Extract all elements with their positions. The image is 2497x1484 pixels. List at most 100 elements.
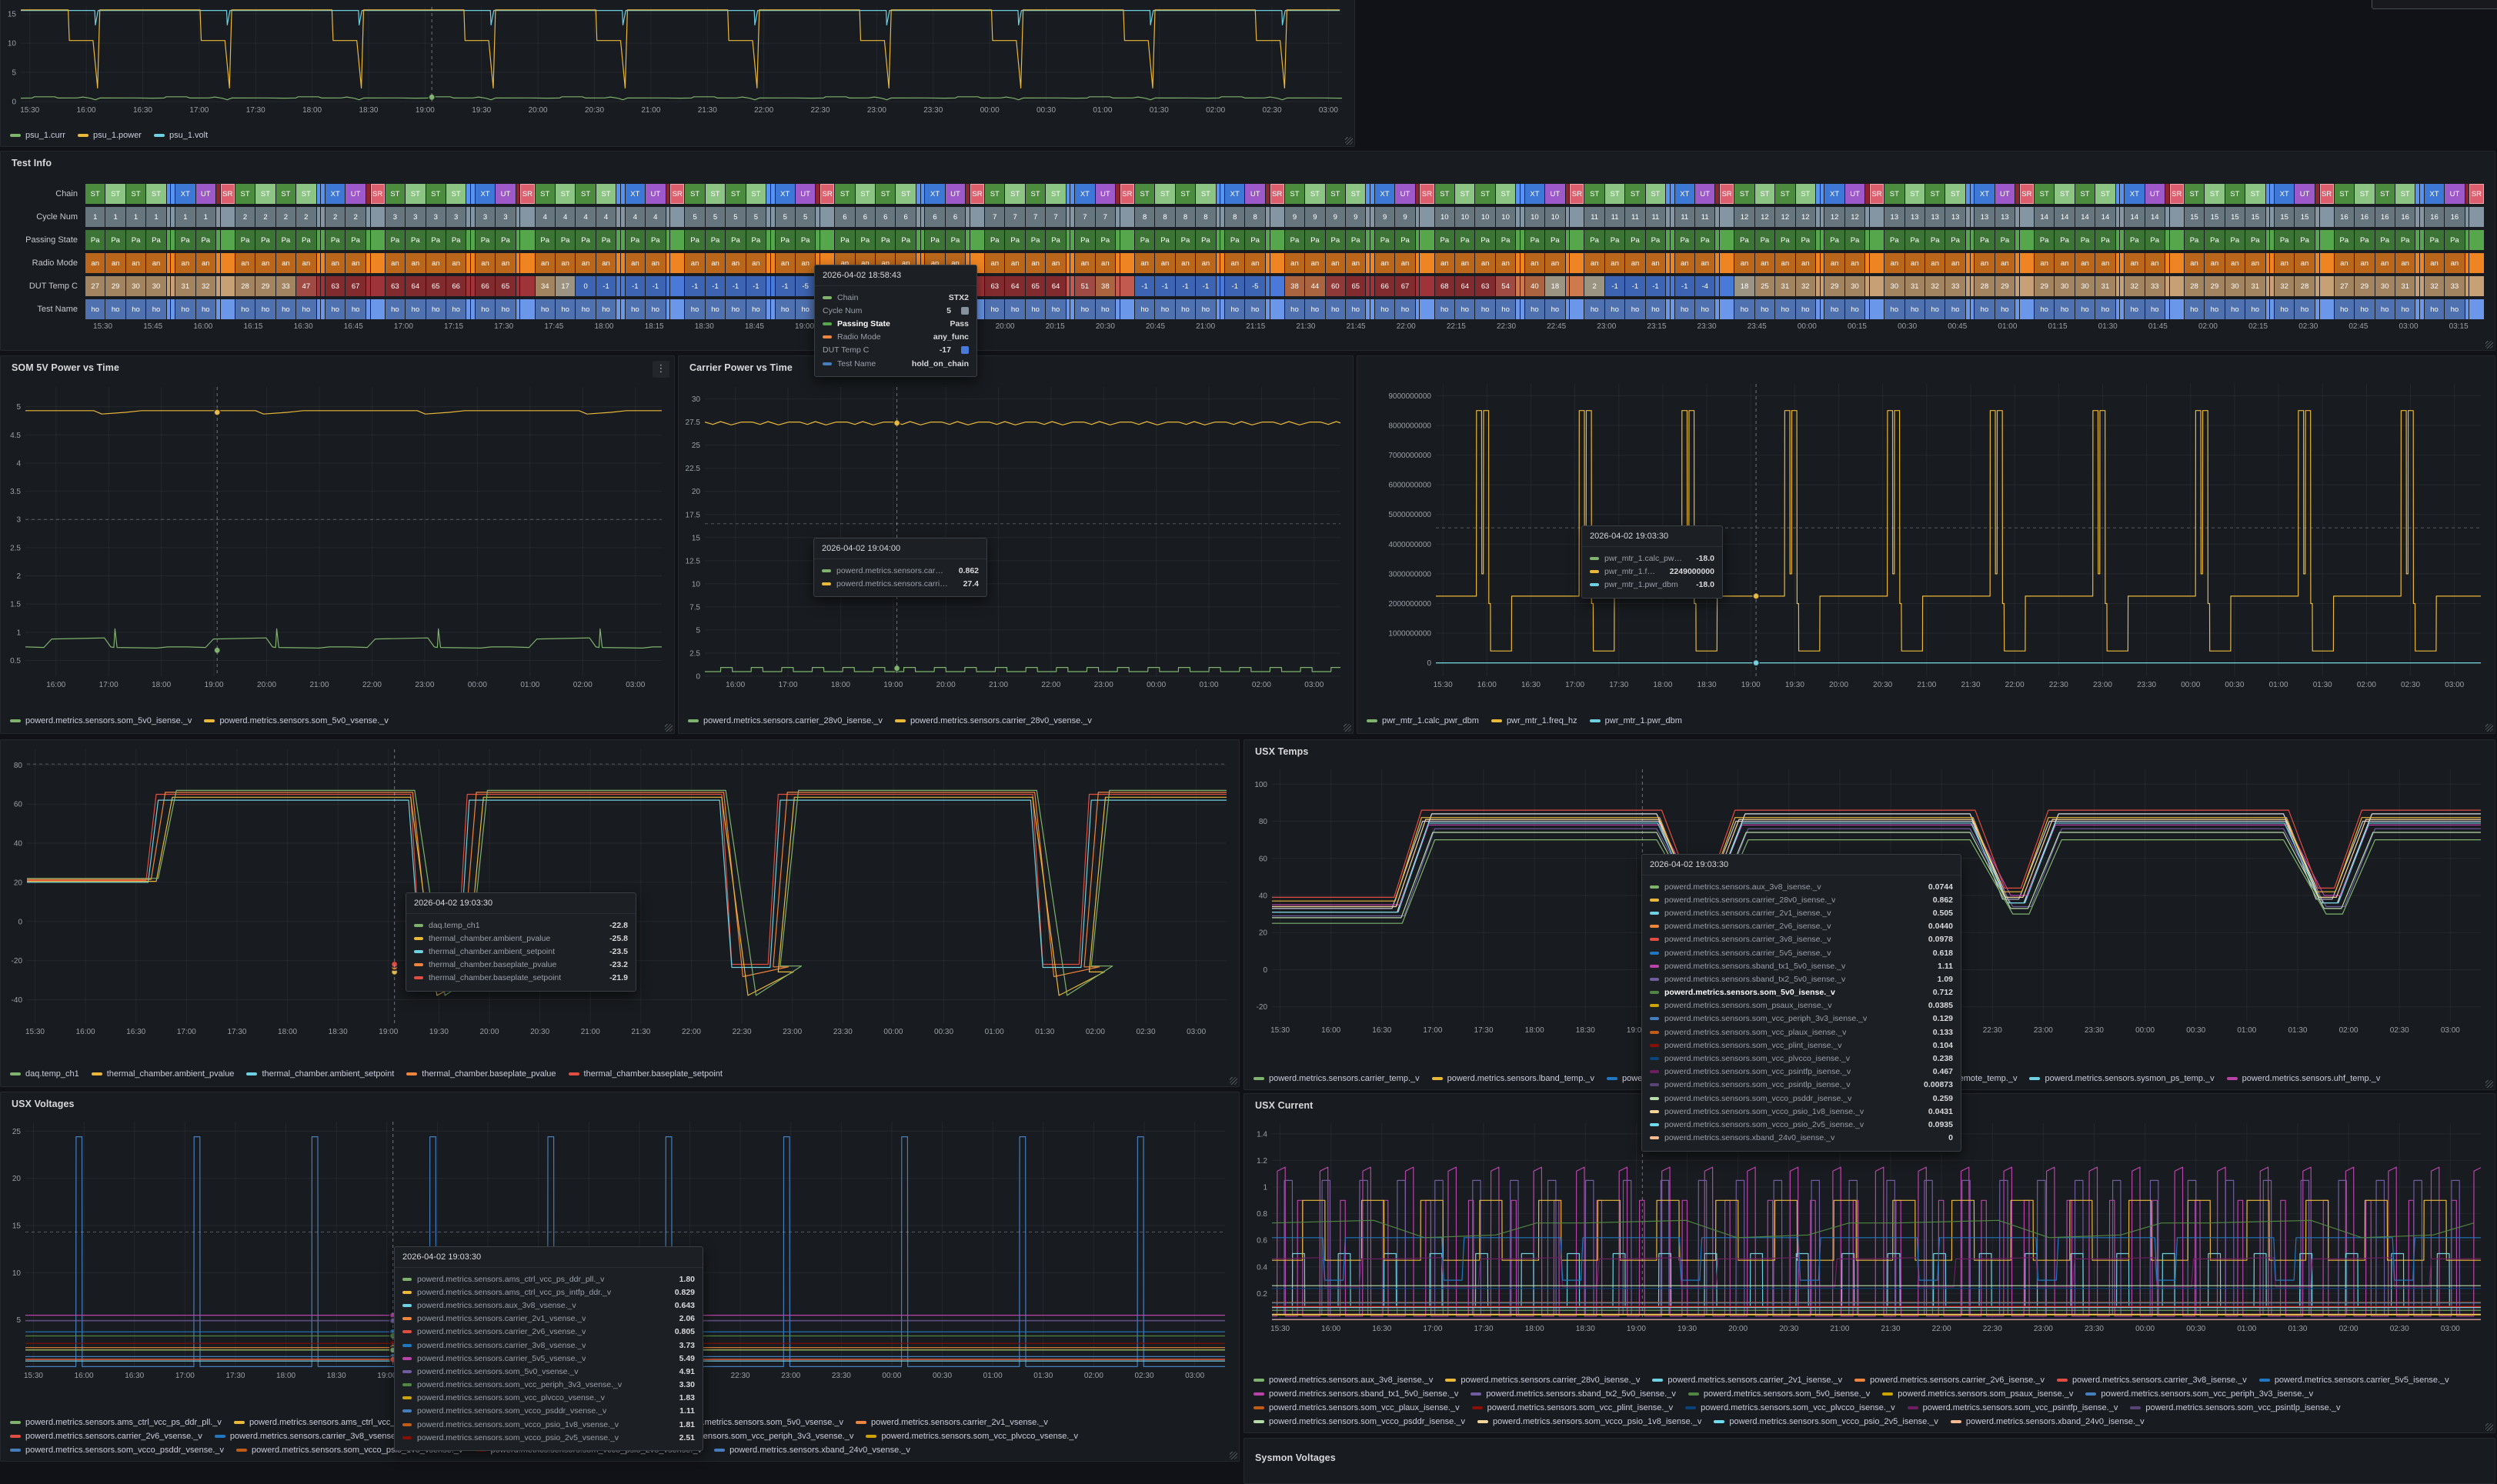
timeline-segment[interactable]: [1565, 253, 1570, 273]
timeline-segment[interactable]: [916, 230, 920, 250]
timeline-segment[interactable]: 7: [1025, 207, 1046, 227]
timeline-segment[interactable]: [1666, 207, 1670, 227]
timeline-segment[interactable]: XT: [1674, 184, 1694, 204]
timeline-segment[interactable]: [171, 276, 175, 296]
timeline-segment[interactable]: ho: [2055, 299, 2075, 319]
timeline-segment[interactable]: [1666, 253, 1670, 273]
timeline-segment[interactable]: Pa: [2445, 230, 2465, 250]
timeline-segment[interactable]: ho: [726, 299, 746, 319]
timeline-segment[interactable]: 5: [795, 207, 816, 227]
timeline-segment[interactable]: [1965, 207, 1970, 227]
timeline-segment[interactable]: [2015, 184, 2019, 204]
timeline-segment[interactable]: an: [346, 253, 366, 273]
legend-item[interactable]: powerd.metrics.sensors.som_vcco_psddr_vs…: [10, 1446, 224, 1455]
timeline-segment[interactable]: UT: [1995, 184, 2015, 204]
timeline-segment[interactable]: Pa: [1884, 230, 1904, 250]
timeline-segment[interactable]: ho: [1775, 299, 1795, 319]
timeline-segment[interactable]: ST: [746, 184, 766, 204]
timeline-segment[interactable]: ho: [2245, 299, 2265, 319]
timeline-segment[interactable]: ST: [1005, 184, 1025, 204]
timeline-segment[interactable]: 44: [1305, 276, 1325, 296]
timeline-segment[interactable]: [2015, 230, 2019, 250]
timeline-segment[interactable]: [215, 299, 220, 319]
timeline-segment[interactable]: [1516, 253, 1520, 273]
timeline-segment[interactable]: an: [175, 253, 195, 273]
timeline-segment[interactable]: 64: [1005, 276, 1025, 296]
timeline-segment[interactable]: [2169, 276, 2184, 296]
timeline-segment[interactable]: an: [146, 253, 166, 273]
timeline-segment[interactable]: [2420, 276, 2424, 296]
timeline-segment[interactable]: Pa: [1434, 230, 1455, 250]
timeline-segment[interactable]: [321, 230, 325, 250]
timeline-segment[interactable]: an: [2125, 253, 2145, 273]
timeline-segment[interactable]: [366, 253, 370, 273]
timeline-segment[interactable]: 11: [1674, 207, 1694, 227]
timeline-segment[interactable]: an: [1694, 253, 1715, 273]
panel-resize-handle[interactable]: [1345, 137, 1353, 145]
timeline-segment[interactable]: [2115, 230, 2120, 250]
timeline-segment[interactable]: [766, 207, 770, 227]
timeline-segment[interactable]: Pa: [255, 230, 275, 250]
timeline-segment[interactable]: 67: [1395, 276, 1415, 296]
timeline-segment[interactable]: 63: [325, 276, 346, 296]
timeline-segment[interactable]: [1070, 299, 1075, 319]
timeline-segment[interactable]: 9: [1284, 207, 1305, 227]
timeline-segment[interactable]: XT: [2125, 184, 2145, 204]
timeline-segment[interactable]: an: [1025, 253, 1046, 273]
timeline-segment[interactable]: SR: [520, 184, 535, 204]
timeline-segment[interactable]: [2420, 184, 2424, 204]
timeline-segment[interactable]: ST: [105, 184, 125, 204]
legend-item[interactable]: powerd.metrics.sensors.lband_temp._v: [1431, 1074, 1594, 1083]
psu-chart[interactable]: 15:30 16:00 16:30 17:00 17:30 18:00 18:30 19:00…: [4, 2, 1348, 118]
timeline-segment[interactable]: SR: [1270, 184, 1284, 204]
timeline-segment[interactable]: ho: [596, 299, 616, 319]
timeline-segment[interactable]: [220, 276, 235, 296]
timeline-segment[interactable]: Pa: [795, 230, 816, 250]
timeline-segment[interactable]: 12: [1844, 207, 1865, 227]
timeline-segment[interactable]: 8: [1175, 207, 1196, 227]
timeline-segment[interactable]: Pa: [446, 230, 466, 250]
timeline-segment[interactable]: an: [2355, 253, 2375, 273]
timeline-segment[interactable]: Pa: [1625, 230, 1645, 250]
timeline-segment[interactable]: [2019, 207, 2034, 227]
timeline-segment[interactable]: [1066, 276, 1070, 296]
timeline-segment[interactable]: [2270, 207, 2274, 227]
timeline-segment[interactable]: ho: [1155, 299, 1175, 319]
timeline-segment[interactable]: [1521, 276, 1524, 296]
timeline-segment[interactable]: [2465, 299, 2469, 319]
timeline-segment[interactable]: ST: [275, 184, 296, 204]
legend-item[interactable]: powerd.metrics.sensors.som_psaux_isense.…: [1882, 1389, 2073, 1399]
timeline-segment[interactable]: an: [1196, 253, 1216, 273]
timeline-segment[interactable]: ho: [685, 299, 705, 319]
timeline-segment[interactable]: 65: [1025, 276, 1046, 296]
timeline-segment[interactable]: [1265, 230, 1270, 250]
legend-item[interactable]: powerd.metrics.sensors.carrier_5v5_isens…: [2258, 1376, 2449, 1385]
timeline-segment[interactable]: [2469, 299, 2484, 319]
timeline-segment[interactable]: [316, 299, 321, 319]
timeline-segment[interactable]: [820, 230, 835, 250]
timeline-segment[interactable]: Pa: [85, 230, 105, 250]
timeline-segment[interactable]: an: [475, 253, 496, 273]
timeline-segment[interactable]: Pa: [1046, 230, 1066, 250]
usx-current-chart[interactable]: 15:30 16:00 16:30 17:00 17:30 18:00 18:30 19:00…: [1247, 1119, 2487, 1337]
timeline-segment[interactable]: 10: [1475, 207, 1495, 227]
timeline-segment[interactable]: ST: [1604, 184, 1625, 204]
panel-resize-handle[interactable]: [2485, 1423, 2493, 1431]
timeline-segment[interactable]: [471, 230, 475, 250]
timeline-segment[interactable]: 13: [1995, 207, 2015, 227]
timeline-segment[interactable]: Pa: [1545, 230, 1565, 250]
timeline-segment[interactable]: [766, 184, 770, 204]
timeline-segment[interactable]: Pa: [346, 230, 366, 250]
timeline-segment[interactable]: XT: [2274, 184, 2295, 204]
legend-item[interactable]: powerd.metrics.sensors.sband_tx2_5v0_ise…: [1470, 1389, 1676, 1399]
timeline-segment[interactable]: ho: [1305, 299, 1325, 319]
timeline-segment[interactable]: 63: [985, 276, 1005, 296]
timeline-segment[interactable]: an: [325, 253, 346, 273]
timeline-segment[interactable]: [2420, 299, 2424, 319]
timeline-segment[interactable]: [2265, 184, 2270, 204]
timeline-segment[interactable]: 31: [1904, 276, 1924, 296]
timeline-segment[interactable]: XT: [1524, 184, 1545, 204]
timeline-segment[interactable]: ho: [1284, 299, 1305, 319]
timeline-segment[interactable]: Pa: [2375, 230, 2395, 250]
timeline-segment[interactable]: UT: [346, 184, 366, 204]
